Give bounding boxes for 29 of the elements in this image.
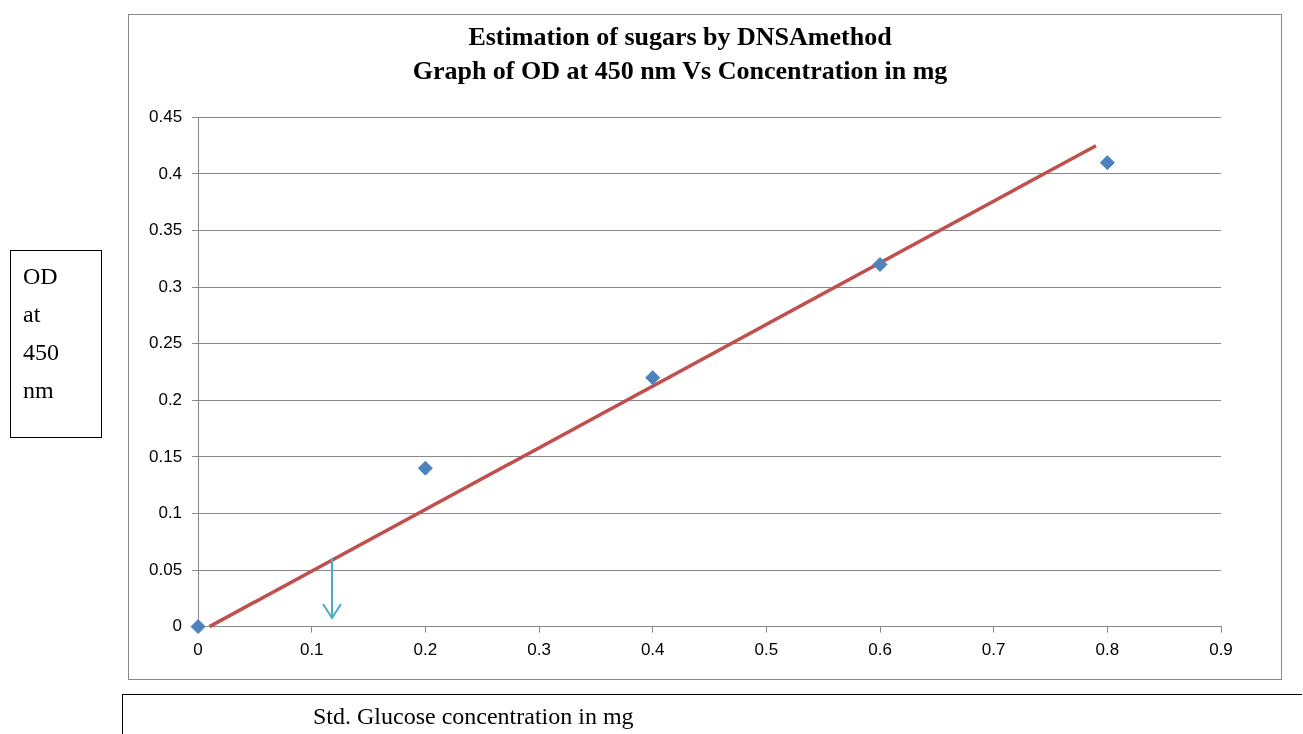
x-tick-label: 0.9 [1209,640,1233,660]
y-axis-title: OD at 450 nm [10,250,102,438]
point [1099,155,1115,171]
chart-title: Estimation of sugars by DNSAmethod [468,22,893,52]
x-tick-label: 0.2 [413,640,438,660]
y-tick-label: 0 [172,616,183,636]
x-tick-label: 0.6 [868,640,892,660]
point [190,619,206,635]
y-tick-label: 0.4 [158,163,183,183]
x-tick-label: 0.7 [981,640,1006,660]
y-tick-label: 0.25 [148,333,183,353]
x-tick-label: 0.4 [640,640,665,660]
x-tick-label: 0.8 [1095,640,1120,660]
x-tick-label: 0 [193,640,203,660]
point [872,257,888,272]
x-tick-label: 0.3 [527,640,551,660]
y-tick-label: 0.2 [158,389,183,409]
chart-subtitle: Graph of OD at 450 nm Vs Concentration in mg [412,55,948,85]
point [417,460,433,476]
x-tick-label: 0.5 [754,640,779,660]
x-axis-title: Std. Glucose concentration in mg [122,694,1302,734]
y-tick-label: 0.15 [148,446,183,466]
x-tick-label: 0.1 [299,640,324,660]
y-tick-label: 0.3 [158,276,183,296]
y-tick-label: 0.05 [148,559,183,579]
y-tick-label: 0.1 [158,503,183,523]
y-tick-label: 0.35 [148,220,183,240]
y-tick-label: 0.45 [148,107,183,127]
point [645,370,661,386]
